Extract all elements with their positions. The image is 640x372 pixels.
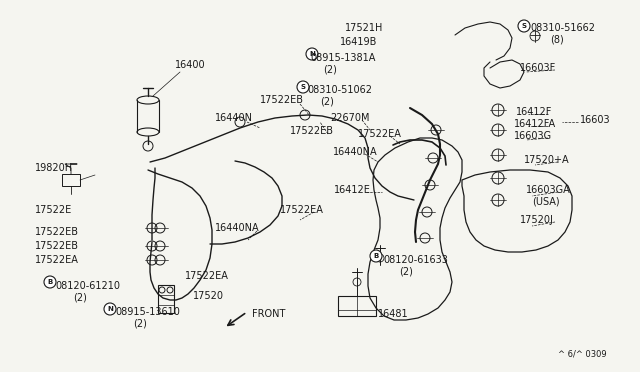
Text: 16412F: 16412F: [516, 107, 552, 117]
Text: 16440NA: 16440NA: [333, 147, 378, 157]
Circle shape: [44, 276, 56, 288]
Text: B: B: [373, 253, 379, 259]
Text: 16412FA: 16412FA: [514, 119, 556, 129]
Text: (2): (2): [320, 97, 334, 107]
Text: 16419B: 16419B: [340, 37, 378, 47]
Bar: [338, 296, 376, 316]
Text: 16603G: 16603G: [514, 131, 552, 141]
Text: N: N: [309, 51, 315, 57]
Text: S: S: [522, 23, 527, 29]
Text: 16412E: 16412E: [334, 185, 371, 195]
Text: S: S: [301, 84, 305, 90]
Bar: [158, 285, 174, 313]
Text: 16400: 16400: [175, 60, 205, 70]
Text: ^ 6/^ 0309: ^ 6/^ 0309: [558, 350, 607, 359]
Text: 17522E: 17522E: [35, 205, 72, 215]
Text: 17522EB: 17522EB: [35, 241, 79, 251]
Text: (2): (2): [73, 293, 87, 303]
Circle shape: [518, 20, 530, 32]
Text: 17522EA: 17522EA: [280, 205, 324, 215]
Text: 08120-61633: 08120-61633: [383, 255, 448, 265]
Text: 08120-61210: 08120-61210: [55, 281, 120, 291]
Text: 17520+A: 17520+A: [524, 155, 570, 165]
Text: 17522EB: 17522EB: [35, 227, 79, 237]
Text: 17522EB: 17522EB: [290, 126, 334, 136]
Text: 16603F: 16603F: [520, 63, 556, 73]
Text: B: B: [47, 279, 52, 285]
Bar: [62, 174, 80, 186]
Text: 19820H: 19820H: [35, 163, 73, 173]
Text: (8): (8): [550, 35, 564, 45]
Text: (USA): (USA): [532, 197, 559, 207]
Text: 08310-51662: 08310-51662: [530, 23, 595, 33]
Circle shape: [370, 250, 382, 262]
Text: 16440N: 16440N: [215, 113, 253, 123]
Circle shape: [306, 48, 318, 60]
Text: 17520J: 17520J: [520, 215, 554, 225]
Text: (2): (2): [133, 319, 147, 329]
Text: 08310-51062: 08310-51062: [307, 85, 372, 95]
Text: 16481: 16481: [378, 309, 408, 319]
Text: 17522EA: 17522EA: [35, 255, 79, 265]
Text: 16603: 16603: [580, 115, 611, 125]
Text: N: N: [107, 306, 113, 312]
Text: 17520: 17520: [193, 291, 224, 301]
Text: 17522EA: 17522EA: [185, 271, 229, 281]
Text: 17522EB: 17522EB: [260, 95, 304, 105]
Text: 08915-13610: 08915-13610: [115, 307, 180, 317]
Text: 08915-1381A: 08915-1381A: [310, 53, 376, 63]
Text: (2): (2): [399, 267, 413, 277]
Text: 22670M: 22670M: [330, 113, 369, 123]
Text: (2): (2): [323, 65, 337, 75]
Circle shape: [297, 81, 309, 93]
Text: 16440NA: 16440NA: [215, 223, 260, 233]
Text: 16603GA: 16603GA: [526, 185, 571, 195]
Text: 17521H: 17521H: [345, 23, 383, 33]
Text: 17522EA: 17522EA: [358, 129, 402, 139]
Text: FRONT: FRONT: [252, 309, 285, 319]
Circle shape: [104, 303, 116, 315]
